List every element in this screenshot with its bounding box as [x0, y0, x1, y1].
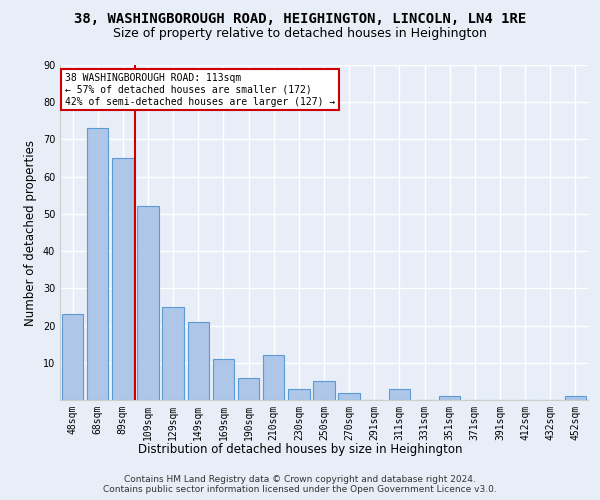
Y-axis label: Number of detached properties: Number of detached properties	[24, 140, 37, 326]
Text: Size of property relative to detached houses in Heighington: Size of property relative to detached ho…	[113, 28, 487, 40]
Bar	[313, 382, 335, 400]
Bar	[238, 378, 259, 400]
Bar	[163, 307, 184, 400]
Bar	[188, 322, 209, 400]
Bar	[62, 314, 83, 400]
Text: Contains HM Land Registry data © Crown copyright and database right 2024.
Contai: Contains HM Land Registry data © Crown c…	[103, 474, 497, 494]
Text: Distribution of detached houses by size in Heighington: Distribution of detached houses by size …	[138, 442, 462, 456]
Text: 38 WASHINGBOROUGH ROAD: 113sqm
← 57% of detached houses are smaller (172)
42% of: 38 WASHINGBOROUGH ROAD: 113sqm ← 57% of …	[65, 74, 335, 106]
Bar	[213, 359, 234, 400]
Bar	[389, 389, 410, 400]
Bar	[565, 396, 586, 400]
Bar	[137, 206, 158, 400]
Text: 38, WASHINGBOROUGH ROAD, HEIGHINGTON, LINCOLN, LN4 1RE: 38, WASHINGBOROUGH ROAD, HEIGHINGTON, LI…	[74, 12, 526, 26]
Bar	[87, 128, 109, 400]
Bar	[263, 356, 284, 400]
Bar	[288, 389, 310, 400]
Bar	[338, 392, 360, 400]
Bar	[439, 396, 460, 400]
Bar	[112, 158, 134, 400]
